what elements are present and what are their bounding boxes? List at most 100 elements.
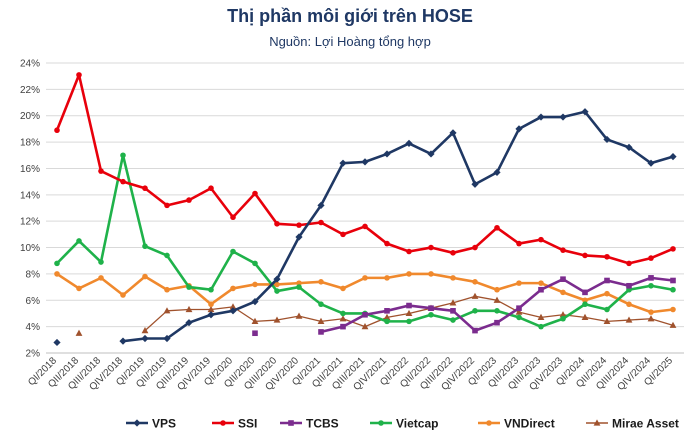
legend-marker-ssi bbox=[220, 420, 226, 426]
data-point-mirae-asset bbox=[493, 296, 501, 303]
y-tick-label: 8% bbox=[26, 269, 41, 280]
data-point-ssi bbox=[296, 222, 302, 228]
data-point-vndirect bbox=[230, 285, 236, 292]
data-point-vps bbox=[185, 319, 193, 327]
data-point-vndirect bbox=[54, 271, 60, 277]
legend-marker-mirae-asset bbox=[593, 419, 601, 426]
data-point-vietcap bbox=[340, 310, 346, 317]
series-line-vietcap bbox=[56, 153, 674, 328]
data-point-mirae-asset bbox=[515, 308, 523, 315]
y-axis: 2% 4% 6% 8% 10% 12% 14% 16% 18% 20% 22% 24% bbox=[20, 59, 40, 360]
x-axis: QI/2018QII/2018QIII/2018QIV/2018QI/2019Q… bbox=[26, 352, 684, 393]
data-point-ssi bbox=[252, 190, 258, 197]
series-vietcap bbox=[54, 152, 676, 330]
legend-item-mirae-asset: Mirae Asset bbox=[586, 417, 679, 431]
data-point-vps bbox=[295, 233, 303, 241]
data-point-tcbs bbox=[648, 275, 654, 281]
data-point-mirae-asset bbox=[339, 315, 347, 322]
data-point-tcbs bbox=[516, 305, 522, 311]
data-point-mirae-asset bbox=[229, 303, 237, 310]
data-point-vietcap bbox=[604, 306, 610, 313]
data-point-vps bbox=[317, 201, 325, 209]
data-point-vps bbox=[273, 275, 281, 283]
series-vndirect bbox=[54, 271, 676, 315]
data-point-tcbs bbox=[472, 327, 478, 334]
data-point-vietcap bbox=[142, 243, 148, 250]
data-point-mirae-asset bbox=[581, 313, 589, 321]
series-tcbs bbox=[252, 275, 676, 337]
data-point-vietcap bbox=[516, 314, 522, 321]
data-point-vietcap bbox=[186, 284, 192, 290]
data-point-tcbs bbox=[252, 330, 258, 337]
data-point-tcbs bbox=[494, 319, 500, 326]
data-point-ssi bbox=[560, 247, 566, 253]
data-point-vndirect bbox=[76, 285, 82, 292]
data-point-vndirect bbox=[120, 292, 126, 298]
data-point-vndirect bbox=[494, 286, 500, 293]
data-point-vietcap bbox=[76, 238, 82, 244]
data-point-vndirect bbox=[472, 279, 478, 285]
data-point-vps bbox=[163, 334, 171, 343]
data-point-vndirect bbox=[670, 306, 676, 313]
data-point-vietcap bbox=[472, 308, 478, 314]
data-point-mirae-asset bbox=[273, 316, 281, 323]
data-point-vndirect bbox=[428, 271, 434, 277]
data-point-vietcap bbox=[208, 286, 214, 293]
legend-item-ssi: SSI bbox=[212, 417, 257, 431]
data-point-vps bbox=[647, 159, 655, 167]
series-line-vps bbox=[122, 110, 674, 343]
data-point-vietcap bbox=[494, 308, 500, 314]
data-point-vietcap bbox=[296, 284, 302, 290]
data-point-vietcap bbox=[98, 259, 104, 265]
legend-label-ssi: SSI bbox=[238, 417, 257, 431]
data-point-ssi bbox=[472, 244, 478, 251]
data-point-vietcap bbox=[560, 315, 566, 322]
y-tick-label: 2% bbox=[26, 349, 41, 360]
legend-marker-vietcap bbox=[378, 420, 384, 426]
data-point-vps bbox=[251, 297, 259, 306]
data-point-mirae-asset bbox=[471, 292, 479, 299]
data-point-ssi bbox=[494, 224, 500, 231]
series-group bbox=[53, 72, 677, 347]
data-point-ssi bbox=[538, 236, 544, 243]
y-tick-label: 10% bbox=[20, 243, 40, 254]
data-point-vndirect bbox=[362, 275, 368, 281]
data-point-vps bbox=[361, 158, 369, 166]
data-point-vietcap bbox=[274, 288, 280, 294]
data-point-vndirect bbox=[516, 280, 522, 286]
data-point-vndirect bbox=[252, 281, 258, 288]
data-point-vps bbox=[383, 150, 391, 158]
data-point-mirae-asset bbox=[669, 321, 677, 328]
data-point-vietcap bbox=[428, 311, 434, 318]
data-point-mirae-asset bbox=[163, 307, 171, 314]
data-point-tcbs bbox=[406, 302, 412, 309]
chart-subtitle: Nguồn: Lợi Hoàng tổng hợp bbox=[269, 34, 431, 49]
grid-lines bbox=[46, 62, 684, 354]
y-tick-label: 4% bbox=[26, 322, 41, 333]
data-point-ssi bbox=[76, 72, 82, 78]
data-point-ssi bbox=[230, 214, 236, 221]
data-point-tcbs bbox=[582, 289, 588, 296]
chart-title: Thị phần môi giới trên HOSE bbox=[227, 6, 473, 26]
data-point-vps bbox=[559, 113, 567, 121]
data-point-ssi bbox=[516, 240, 522, 247]
data-point-vietcap bbox=[120, 152, 126, 159]
data-point-vps bbox=[625, 143, 633, 151]
data-point-vietcap bbox=[384, 318, 390, 325]
data-point-vietcap bbox=[318, 301, 324, 308]
data-point-ssi bbox=[582, 252, 588, 259]
data-point-vndirect bbox=[208, 301, 214, 308]
data-point-vps bbox=[339, 159, 347, 167]
data-point-ssi bbox=[208, 185, 214, 192]
data-point-vietcap bbox=[252, 260, 258, 267]
data-point-vps bbox=[229, 307, 237, 315]
data-point-mirae-asset bbox=[295, 312, 303, 319]
data-point-vps bbox=[427, 150, 435, 158]
data-point-tcbs bbox=[538, 286, 544, 293]
data-point-mirae-asset bbox=[647, 315, 655, 322]
data-point-vietcap bbox=[406, 318, 412, 325]
series-line-ssi bbox=[55, 73, 674, 265]
data-point-ssi bbox=[384, 240, 390, 247]
data-point-vndirect bbox=[318, 279, 324, 285]
data-point-vndirect bbox=[98, 275, 104, 281]
